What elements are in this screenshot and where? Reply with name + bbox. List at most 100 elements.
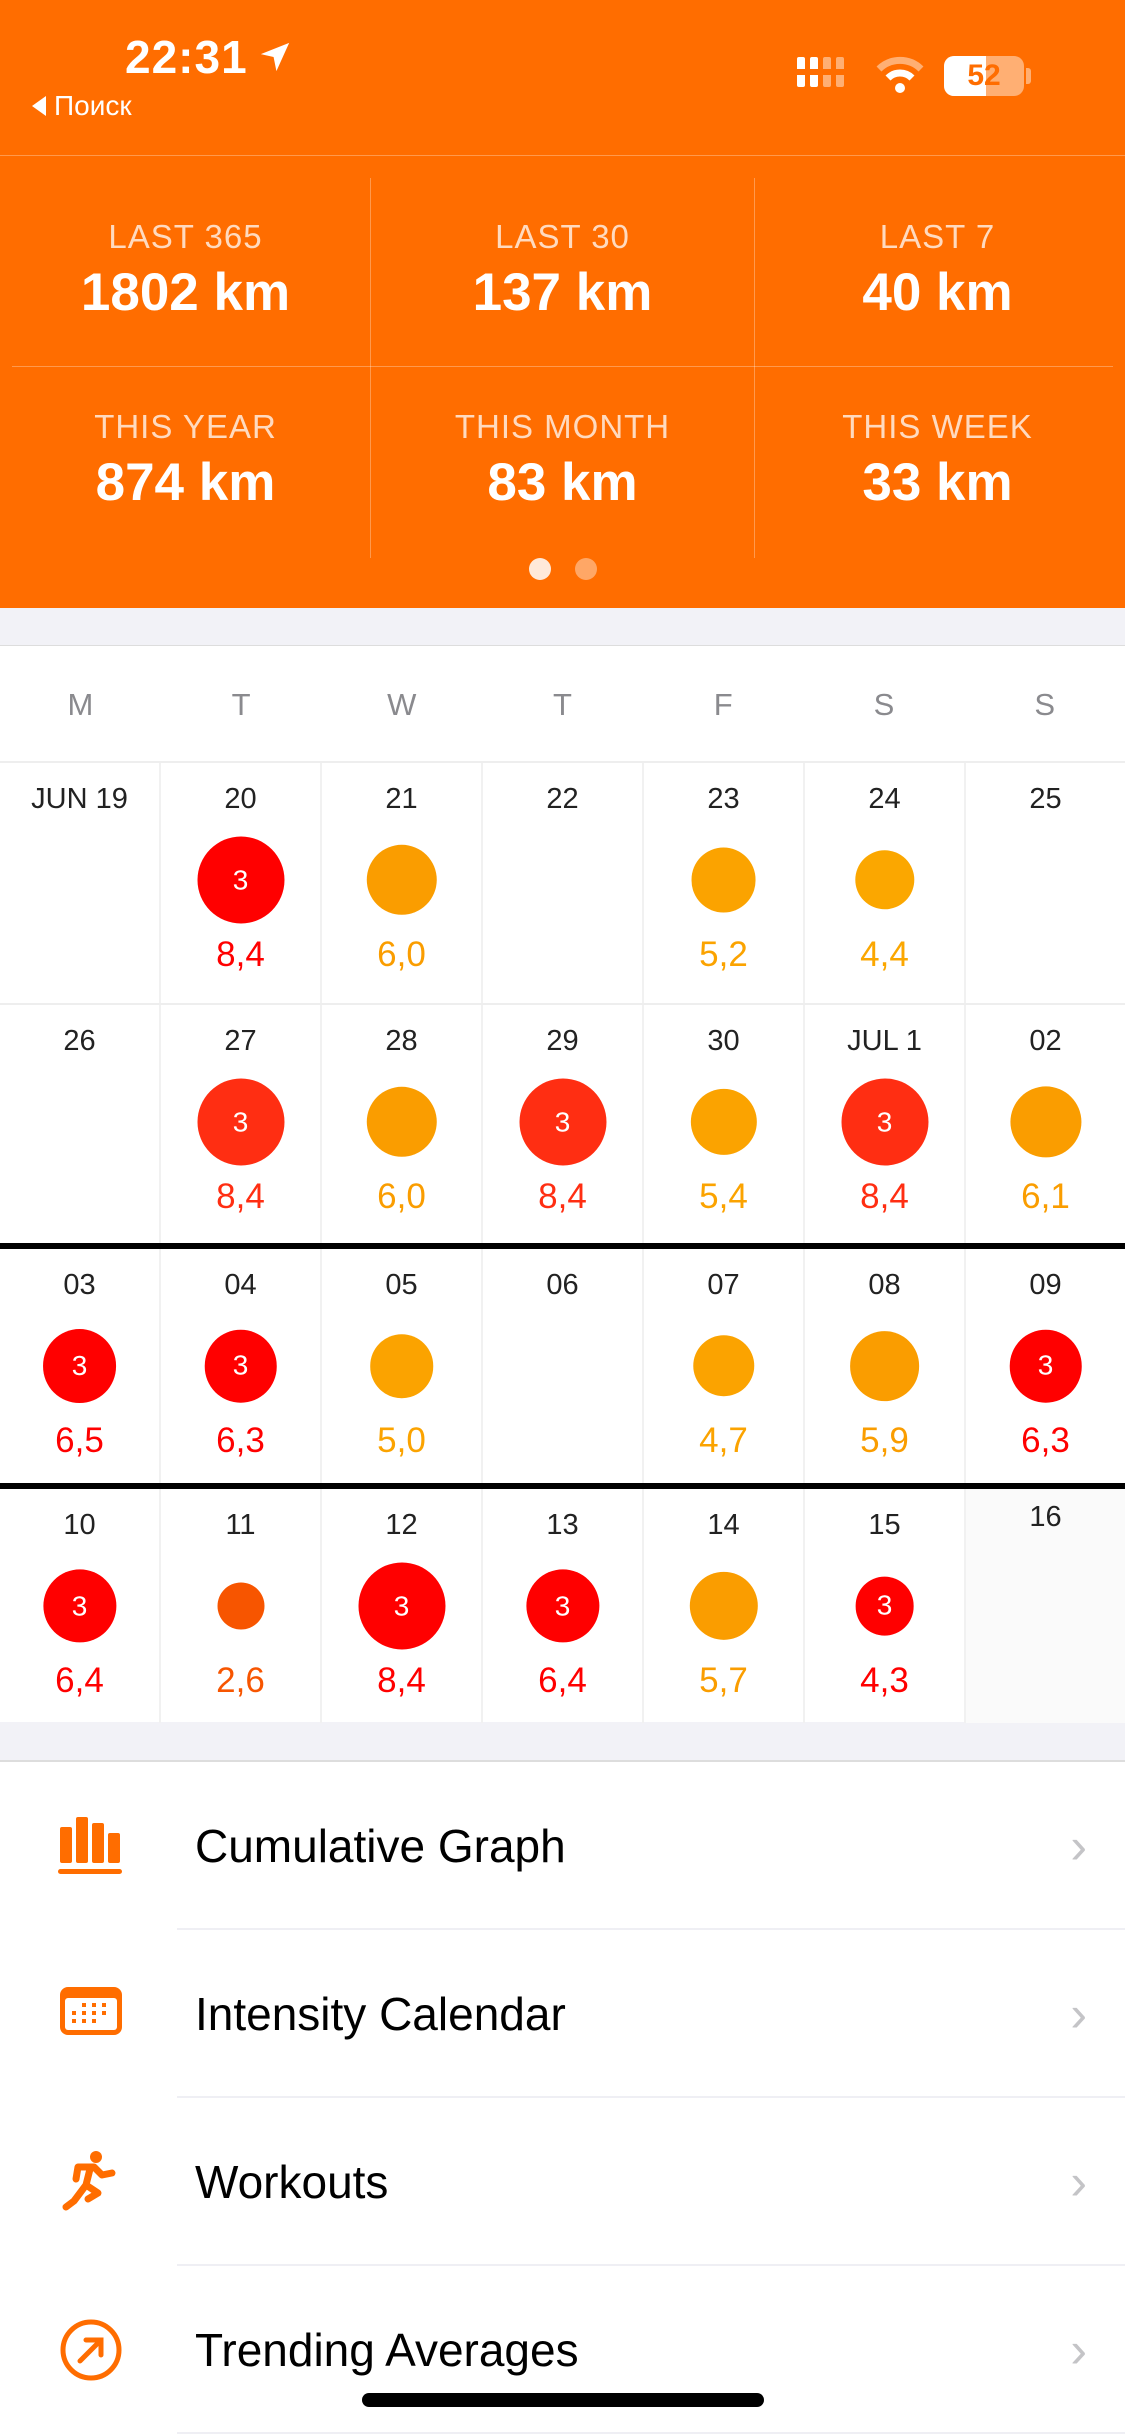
- weekday-label: S: [873, 687, 895, 722]
- page-dot-1[interactable]: [528, 558, 551, 580]
- menu-item-intensity-calendar[interactable]: Intensity Calendar ›: [0, 1930, 1125, 2098]
- calendar-week-row: 10 3 6,4 11 2,6 12 3 8,4 13 3 6,4 14 5,7 15 3 4,3 16: [0, 1483, 1125, 1723]
- workout-count-badge: 3: [232, 1105, 249, 1137]
- back-to-search-button[interactable]: Поиск: [32, 90, 132, 122]
- workout-intensity-dot: 3: [840, 1078, 929, 1166]
- stat-value: 83 km: [487, 453, 638, 512]
- stat-last-7: LAST 7 40 km: [750, 218, 1125, 323]
- stat-value: 874 km: [95, 453, 276, 512]
- calendar-day-cell[interactable]: 29 3 8,4: [483, 1005, 644, 1243]
- calendar-day-cell[interactable]: 30 5,4: [644, 1005, 805, 1243]
- calendar-day-cell[interactable]: 28 6,0: [322, 1005, 483, 1243]
- day-number: 23: [707, 783, 740, 815]
- day-distance: 6,0: [377, 1177, 426, 1216]
- stat-label: LAST 365: [108, 218, 263, 255]
- calendar-day-cell[interactable]: 05 5,0: [322, 1249, 483, 1483]
- day-number: 30: [707, 1025, 740, 1057]
- calendar-day-cell[interactable]: 11 2,6: [161, 1489, 322, 1723]
- day-distance: 4,4: [860, 935, 909, 974]
- calendar-day-cell[interactable]: 04 3 6,3: [161, 1249, 322, 1483]
- day-number: 25: [1029, 783, 1062, 815]
- day-distance: 5,7: [699, 1661, 748, 1700]
- day-distance: 6,3: [1021, 1421, 1070, 1460]
- workout-intensity-dot: 3: [42, 1569, 117, 1643]
- day-number: 16: [1029, 1501, 1062, 1533]
- menu-label: Workouts: [195, 2156, 389, 2208]
- workout-intensity-dot: [369, 1334, 434, 1398]
- workout-intensity-dot: 3: [196, 836, 285, 924]
- day-distance: 4,7: [699, 1421, 748, 1460]
- calendar-day-cell[interactable]: 23 5,2: [644, 763, 805, 1003]
- stat-value: 1802 km: [80, 263, 291, 322]
- day-distance: 2,6: [216, 1661, 265, 1700]
- day-number: 22: [546, 783, 579, 815]
- calendar-day-cell[interactable]: 08 5,9: [805, 1249, 966, 1483]
- calendar-day-cell[interactable]: 09 3 6,3: [966, 1249, 1125, 1483]
- calendar-day-cell[interactable]: 16: [966, 1489, 1125, 1723]
- workout-count-badge: 3: [554, 1105, 571, 1137]
- calendar-day-cell[interactable]: JUN 19: [0, 763, 161, 1003]
- calendar-day-cell[interactable]: 20 3 8,4: [161, 763, 322, 1003]
- workout-intensity-dot: 3: [357, 1562, 446, 1650]
- workout-intensity-dot: [366, 844, 437, 916]
- calendar-day-cell[interactable]: 24 4,4: [805, 763, 966, 1003]
- day-number: 09: [1029, 1269, 1062, 1301]
- day-number: 07: [707, 1269, 740, 1301]
- calendar-day-cell[interactable]: 21 6,0: [322, 763, 483, 1003]
- workout-intensity-dot: [690, 1088, 757, 1156]
- workout-intensity-dot: 3: [196, 1078, 285, 1166]
- calendar-day-cell[interactable]: 26: [0, 1005, 161, 1243]
- calendar-day-cell[interactable]: JUL 1 3 8,4: [805, 1005, 966, 1243]
- calendar-day-cell[interactable]: 22: [483, 763, 644, 1003]
- day-number: 26: [63, 1025, 96, 1057]
- day-distance: 5,2: [699, 935, 748, 974]
- calendar-day-cell[interactable]: 25: [966, 763, 1125, 1003]
- day-number: 27: [224, 1025, 257, 1057]
- day-number: JUN 19: [31, 783, 128, 815]
- day-number: 10: [63, 1509, 96, 1541]
- workout-intensity-dot: [366, 1086, 437, 1158]
- calendar-day-cell[interactable]: 07 4,7: [644, 1249, 805, 1483]
- page-dot-2[interactable]: [574, 558, 597, 580]
- calendar-day-cell[interactable]: 13 3 6,4: [483, 1489, 644, 1723]
- stat-value: 137 km: [472, 263, 653, 322]
- menu-item-cumulative-graph[interactable]: Cumulative Graph ›: [0, 1762, 1125, 1930]
- workout-intensity-dot: 3: [518, 1078, 607, 1166]
- weekday-label: W: [387, 687, 417, 722]
- distance-summary-panel[interactable]: LAST 365 1802 km LAST 30 137 km LAST 7 40 k…: [0, 155, 1125, 608]
- status-time: 22:31: [125, 31, 248, 83]
- menu-label: Cumulative Graph: [195, 1820, 566, 1872]
- calendar-day-cell[interactable]: 15 3 4,3: [805, 1489, 966, 1723]
- calendar-day-cell[interactable]: 06: [483, 1249, 644, 1483]
- weekday-label: M: [67, 687, 94, 722]
- day-number: 13: [546, 1509, 579, 1541]
- day-distance: 8,4: [538, 1177, 587, 1216]
- back-triangle-icon: [32, 96, 46, 116]
- menu-item-trending-averages[interactable]: Trending Averages ›: [0, 2266, 1125, 2434]
- stat-last-365: LAST 365 1802 km: [0, 218, 373, 323]
- day-distance: 6,5: [55, 1421, 104, 1460]
- calendar-day-cell[interactable]: 27 3 8,4: [161, 1005, 322, 1243]
- workout-count-badge: 3: [876, 1105, 893, 1137]
- calendar-week-row: 03 3 6,5 04 3 6,3 05 5,0 06 07 4,7 08 5,9 09 3 6,3: [0, 1243, 1125, 1483]
- stat-label: LAST 7: [879, 218, 996, 255]
- day-distance: 5,9: [860, 1421, 909, 1460]
- calendar-day-cell[interactable]: 12 3 8,4: [322, 1489, 483, 1723]
- workout-intensity-dot: [854, 850, 915, 910]
- calendar-day-cell[interactable]: 03 3 6,5: [0, 1249, 161, 1483]
- calendar-day-cell[interactable]: 02 6,1: [966, 1005, 1125, 1243]
- day-number: 04: [224, 1269, 257, 1301]
- stat-label: THIS MONTH: [454, 408, 671, 445]
- home-indicator[interactable]: [362, 2393, 764, 2407]
- menu-label: Trending Averages: [195, 2324, 579, 2376]
- calendar-day-cell[interactable]: 14 5,7: [644, 1489, 805, 1723]
- menu-item-workouts[interactable]: Workouts ›: [0, 2098, 1125, 2266]
- day-distance: 8,4: [216, 935, 265, 974]
- workout-count-badge: 3: [554, 1590, 571, 1621]
- cellular-signal-icon: [797, 57, 844, 87]
- page-indicator[interactable]: [0, 558, 1125, 580]
- workout-count-badge: 3: [71, 1350, 88, 1381]
- calendar-day-cell[interactable]: 10 3 6,4: [0, 1489, 161, 1723]
- day-number: 11: [225, 1509, 256, 1541]
